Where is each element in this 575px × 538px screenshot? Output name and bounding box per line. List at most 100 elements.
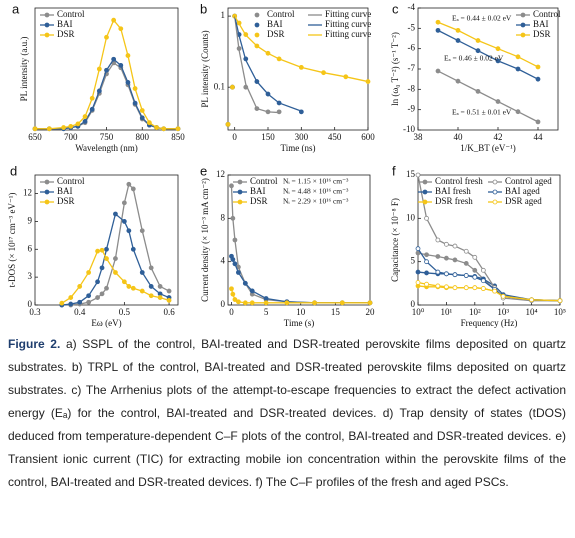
x-tick-label: 42 <box>494 132 503 142</box>
data-point <box>472 254 478 260</box>
data-point <box>415 172 421 178</box>
panel-letter: c <box>392 1 399 16</box>
y-tick-label: 0.1 <box>214 81 225 91</box>
data-point <box>435 237 441 243</box>
legend-label: Control aged <box>505 176 552 186</box>
data-point <box>435 27 441 33</box>
y-tick-label: 10 <box>406 212 416 222</box>
data-point <box>86 299 92 305</box>
data-point <box>95 248 100 254</box>
legend-marker <box>254 22 260 28</box>
legend-label: Control fresh <box>435 176 483 186</box>
data-point <box>235 299 241 305</box>
legend-label: DSR <box>533 29 551 39</box>
series-line <box>437 29 539 80</box>
data-point <box>104 67 109 73</box>
annotation: Eₐ = 0.44 ± 0.02 eV <box>452 14 512 23</box>
data-point <box>232 237 238 243</box>
data-point <box>86 293 92 299</box>
y-axis-label: t-DOS (× 10¹⁷ cm⁻³ eV⁻¹) <box>7 193 17 288</box>
plot-frame <box>34 174 179 306</box>
data-point <box>455 78 461 84</box>
legend-marker <box>254 32 260 38</box>
data-point <box>452 285 458 291</box>
data-point <box>232 297 238 302</box>
data-point <box>148 284 154 289</box>
data-point <box>61 125 66 130</box>
data-point <box>130 246 136 252</box>
data-point <box>77 284 83 289</box>
y-tick-label: 1 <box>221 10 226 20</box>
caption: Figure 2. a) SSPL of the control, BAI-tr… <box>8 333 566 494</box>
plot-frame <box>227 7 369 131</box>
data-point <box>424 215 429 221</box>
data-point <box>475 48 481 54</box>
legend-label: Fitting curve <box>325 9 371 19</box>
x-tick-label: 0 <box>232 132 237 142</box>
data-point <box>492 288 498 294</box>
x-tick-label: 10⁴ <box>526 307 538 317</box>
data-point <box>75 121 81 127</box>
data-point <box>229 286 234 292</box>
y-tick-label: -7 <box>408 63 416 73</box>
data-point <box>367 300 373 306</box>
data-point <box>229 183 234 189</box>
legend-marker <box>237 189 243 195</box>
x-tick-label: 44 <box>534 132 544 142</box>
data-point <box>480 267 486 273</box>
data-point <box>99 247 105 253</box>
data-point <box>139 108 145 113</box>
data-point <box>132 86 138 91</box>
annotation: Eₐ = 0.51 ± 0.01 eV <box>452 108 512 117</box>
x-tick-label: 750 <box>100 132 114 142</box>
data-point <box>130 285 136 291</box>
x-tick-label: 700 <box>64 132 78 142</box>
data-point <box>463 285 469 291</box>
x-tick-label: 15 <box>331 307 341 317</box>
data-point <box>132 100 138 106</box>
legend-marker <box>237 199 243 205</box>
legend-label: DSR <box>250 196 268 206</box>
data-point <box>515 54 521 60</box>
legend-marker <box>520 32 526 38</box>
x-tick-label: 0.3 <box>29 307 41 317</box>
data-point <box>148 265 154 271</box>
data-point <box>452 272 458 278</box>
data-point <box>104 256 109 261</box>
data-point <box>157 284 163 289</box>
data-point <box>480 286 486 291</box>
legend-label: Control <box>57 9 85 19</box>
data-point <box>435 269 441 275</box>
data-point <box>146 120 152 126</box>
x-tick-label: 20 <box>366 307 376 317</box>
series-line <box>437 70 539 123</box>
y-axis-label: PL intensity (a.u.) <box>19 37 29 102</box>
data-point <box>435 254 441 259</box>
data-point <box>435 68 441 74</box>
data-point <box>121 200 127 206</box>
data-point <box>495 99 501 104</box>
legend-marker <box>492 199 498 205</box>
legend-marker <box>492 189 498 195</box>
data-point <box>424 270 429 276</box>
data-point <box>118 26 124 32</box>
legend-label: Fitting curve <box>325 19 371 29</box>
series-line <box>234 15 302 112</box>
annotation: Nᵢ = 1.15 × 10¹⁶ cm⁻³ <box>283 177 349 186</box>
data-point <box>130 186 136 192</box>
data-point <box>96 88 102 94</box>
data-point <box>284 300 290 306</box>
legend-marker <box>422 199 428 205</box>
legend-label: Control <box>250 176 278 186</box>
legend-label: BAI <box>57 186 73 196</box>
x-tick-label: 10 <box>296 307 306 317</box>
series-line <box>437 21 539 68</box>
x-tick-label: 10³ <box>497 307 509 317</box>
data-point <box>166 297 172 303</box>
legend-marker <box>254 12 260 18</box>
data-point <box>230 257 236 262</box>
caption-label: Figure 2. <box>8 337 61 351</box>
y-tick-label: 0 <box>28 299 33 309</box>
data-point <box>89 95 95 101</box>
